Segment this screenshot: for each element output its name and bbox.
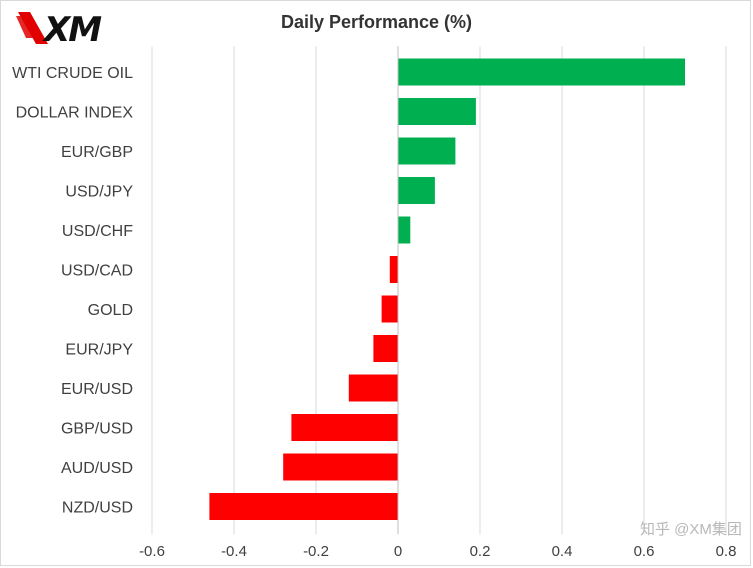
x-tick-label: 0 xyxy=(394,543,402,560)
x-tick-label: 0.6 xyxy=(634,543,655,560)
bar xyxy=(398,58,685,86)
watermark: 知乎 @XM集团 xyxy=(640,521,742,538)
category-label: AUD/USD xyxy=(61,460,133,477)
bar xyxy=(398,98,476,125)
bar xyxy=(373,335,398,362)
category-label: USD/JPY xyxy=(65,184,133,201)
bar xyxy=(398,216,411,244)
logo-mark-icon xyxy=(16,12,48,44)
category-label: EUR/USD xyxy=(61,381,133,398)
bar xyxy=(398,177,435,204)
x-tick-label: -0.6 xyxy=(139,543,165,560)
chart-title: Daily Performance (%) xyxy=(280,12,473,32)
x-tick-label: 0.8 xyxy=(716,543,737,560)
bar xyxy=(209,493,398,520)
bar xyxy=(381,295,398,323)
xm-logo: XM xyxy=(16,8,108,50)
bar xyxy=(291,414,398,441)
bar xyxy=(389,256,398,283)
category-label: USD/CAD xyxy=(61,263,133,280)
category-label: USD/CHF xyxy=(62,223,133,240)
category-label: NZD/USD xyxy=(62,500,133,517)
bar xyxy=(348,374,398,402)
x-tick-label: 0.2 xyxy=(470,543,491,560)
x-tick-label: 0.4 xyxy=(552,543,573,560)
logo-text: XM xyxy=(44,10,102,50)
category-label: GBP/USD xyxy=(61,421,133,438)
category-label: DOLLAR INDEX xyxy=(16,105,134,122)
category-label: EUR/GBP xyxy=(61,144,133,161)
x-tick-label: -0.2 xyxy=(303,543,329,560)
category-label: WTI CRUDE OIL xyxy=(12,65,133,82)
bar xyxy=(283,453,398,481)
x-tick-label: -0.4 xyxy=(221,543,247,560)
bar xyxy=(398,137,456,165)
category-label: GOLD xyxy=(88,302,133,319)
category-label: EUR/JPY xyxy=(65,342,133,359)
